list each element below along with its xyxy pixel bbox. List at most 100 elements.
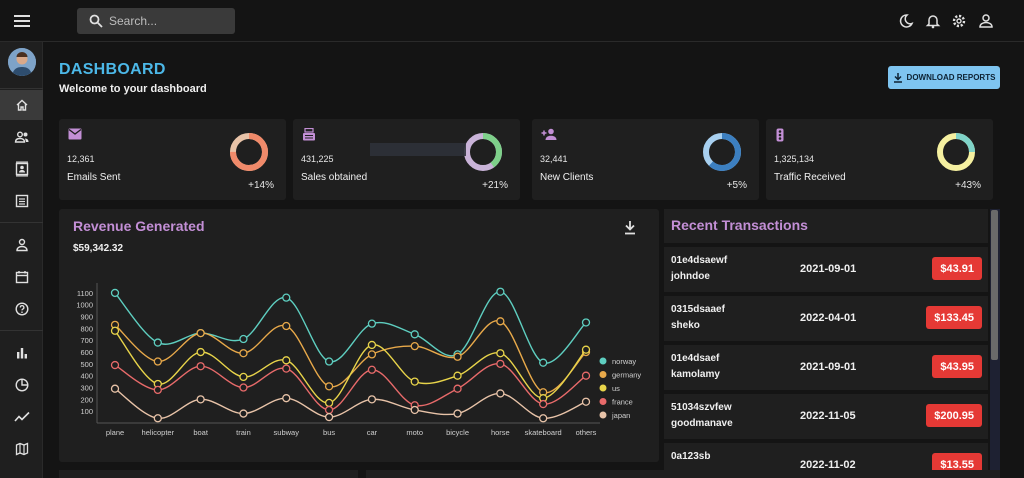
data-point-france[interactable] bbox=[324, 405, 334, 415]
data-point-us[interactable] bbox=[453, 371, 462, 380]
sidebar-item-pie-chart[interactable] bbox=[0, 370, 43, 400]
sidebar-item-bar-chart[interactable] bbox=[0, 338, 43, 368]
data-point-us[interactable] bbox=[239, 372, 248, 382]
data-point-germany[interactable] bbox=[153, 357, 162, 366]
data-point-norway[interactable] bbox=[410, 330, 419, 339]
y-tick-label: 200 bbox=[80, 395, 93, 404]
account-icon[interactable] bbox=[978, 13, 994, 29]
page-subtitle: Welcome to your dashboard bbox=[59, 83, 207, 95]
sidebar-item-invoices[interactable] bbox=[0, 186, 43, 216]
sidebar-item-profile[interactable] bbox=[0, 230, 43, 260]
search-input[interactable] bbox=[109, 12, 229, 30]
transaction-row[interactable]: 01e4dsaef kamolamy 2021-09-01 $43.95 bbox=[664, 345, 988, 390]
sidebar-item-dashboard[interactable] bbox=[0, 90, 43, 120]
notifications-icon[interactable] bbox=[925, 13, 941, 29]
stat-value: 32,441 bbox=[540, 154, 568, 164]
data-point-france[interactable] bbox=[453, 384, 462, 393]
data-point-us[interactable] bbox=[196, 347, 205, 357]
data-point-france[interactable] bbox=[196, 362, 205, 371]
legend-label[interactable]: france bbox=[612, 398, 633, 407]
data-point-norway[interactable] bbox=[239, 334, 248, 344]
timeline-icon bbox=[13, 411, 30, 422]
settings-icon[interactable] bbox=[951, 13, 967, 29]
data-point-japan[interactable] bbox=[324, 412, 334, 422]
transaction-row[interactable]: 01e4dsaewf johndoe 2021-09-01 $43.91 bbox=[664, 247, 988, 292]
data-point-france[interactable] bbox=[110, 360, 120, 370]
sidebar-item-line-chart[interactable] bbox=[0, 402, 43, 432]
data-point-norway[interactable] bbox=[110, 288, 120, 298]
data-point-france[interactable] bbox=[239, 383, 248, 392]
data-point-japan[interactable] bbox=[239, 409, 248, 418]
data-point-france[interactable] bbox=[367, 365, 377, 374]
data-point-norway[interactable] bbox=[367, 319, 377, 328]
legend-label[interactable]: norway bbox=[612, 357, 636, 366]
dark-mode-icon[interactable] bbox=[898, 13, 914, 29]
data-point-us[interactable] bbox=[324, 398, 334, 408]
data-point-germany[interactable] bbox=[410, 341, 419, 351]
data-point-france[interactable] bbox=[496, 359, 505, 369]
legend-label[interactable]: germany bbox=[612, 371, 641, 380]
data-point-norway[interactable] bbox=[539, 358, 548, 367]
data-point-us[interactable] bbox=[581, 345, 591, 354]
data-point-norway[interactable] bbox=[153, 338, 162, 347]
people-icon bbox=[14, 131, 28, 143]
contacts-icon bbox=[15, 161, 28, 177]
data-point-us[interactable] bbox=[496, 349, 505, 358]
data-point-germany[interactable] bbox=[324, 382, 334, 391]
x-tick-label: plane bbox=[106, 428, 124, 437]
avatar[interactable] bbox=[8, 48, 36, 76]
data-point-germany[interactable] bbox=[282, 321, 291, 331]
download-reports-button[interactable]: DOWNLOAD REPORTS bbox=[888, 66, 1000, 89]
x-tick-label: train bbox=[236, 428, 251, 437]
sidebar-item-faq[interactable] bbox=[0, 294, 43, 324]
data-point-france[interactable] bbox=[581, 371, 591, 380]
data-point-us[interactable] bbox=[282, 356, 291, 365]
download-icon[interactable] bbox=[623, 220, 637, 235]
ring-progress bbox=[937, 133, 975, 171]
menu-icon[interactable] bbox=[12, 11, 32, 31]
data-point-japan[interactable] bbox=[581, 397, 591, 406]
legend-label[interactable]: japan bbox=[611, 411, 630, 420]
data-point-japan[interactable] bbox=[110, 384, 120, 393]
ring-progress bbox=[464, 133, 502, 171]
data-point-france[interactable] bbox=[153, 385, 162, 395]
data-point-japan[interactable] bbox=[410, 405, 419, 415]
data-point-germany[interactable] bbox=[196, 328, 205, 338]
data-point-norway[interactable] bbox=[496, 287, 505, 296]
data-point-japan[interactable] bbox=[496, 389, 505, 398]
sidebar-item-contacts[interactable] bbox=[0, 154, 43, 184]
sidebar-item-calendar[interactable] bbox=[0, 262, 43, 292]
transaction-row[interactable]: 51034szvfew goodmanave 2022-11-05 $200.9… bbox=[664, 394, 988, 439]
data-point-us[interactable] bbox=[367, 340, 377, 350]
data-point-japan[interactable] bbox=[453, 409, 462, 418]
data-point-japan[interactable] bbox=[153, 414, 162, 423]
transactions-scrollbar[interactable] bbox=[990, 209, 1000, 478]
search-icon[interactable] bbox=[89, 14, 103, 28]
data-point-us[interactable] bbox=[110, 326, 120, 335]
revenue-chart-panel: Revenue Generated $59,342.32 100 200 300 40… bbox=[59, 209, 659, 462]
legend-label[interactable]: us bbox=[612, 384, 620, 393]
sidebar-item-geography[interactable] bbox=[0, 434, 43, 464]
data-point-japan[interactable] bbox=[196, 395, 205, 404]
ring-progress bbox=[703, 133, 741, 171]
data-point-germany[interactable] bbox=[367, 350, 377, 359]
y-tick-label: 600 bbox=[80, 348, 93, 357]
scrollbar-thumb[interactable] bbox=[991, 210, 998, 360]
data-point-germany[interactable] bbox=[496, 317, 505, 326]
data-point-germany[interactable] bbox=[239, 349, 248, 358]
transaction-row[interactable]: 0315dsaaef sheko 2022-04-01 $133.45 bbox=[664, 296, 988, 341]
data-point-norway[interactable] bbox=[324, 357, 334, 366]
data-point-japan[interactable] bbox=[282, 394, 291, 403]
sidebar-item-team[interactable] bbox=[0, 122, 43, 152]
data-point-norway[interactable] bbox=[581, 318, 591, 327]
data-point-germany[interactable] bbox=[453, 352, 462, 361]
data-point-japan[interactable] bbox=[367, 395, 377, 404]
data-point-japan[interactable] bbox=[539, 414, 548, 423]
data-point-france[interactable] bbox=[282, 364, 291, 373]
data-point-france[interactable] bbox=[539, 399, 548, 409]
data-point-norway[interactable] bbox=[282, 293, 291, 302]
bottom-panel bbox=[366, 470, 687, 478]
y-tick-label: 300 bbox=[80, 384, 93, 393]
data-point-us[interactable] bbox=[410, 377, 419, 386]
transaction-date: 2022-04-01 bbox=[800, 312, 857, 324]
